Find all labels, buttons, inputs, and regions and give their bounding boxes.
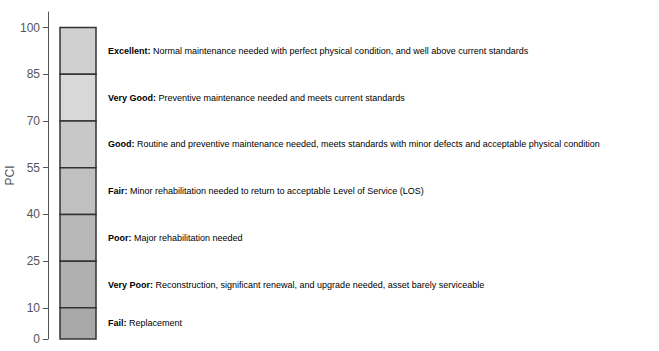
svg-text:Major rehabilitation needed: Major rehabilitation needed <box>131 233 242 243</box>
svg-text:Reconstruction, significant re: Reconstruction, significant renewal, and… <box>153 280 484 290</box>
svg-text:Good:: Good: <box>108 139 135 149</box>
svg-text:Very Poor:: Very Poor: <box>108 280 153 290</box>
svg-text:Excellent:: Excellent: <box>108 46 151 56</box>
svg-text:Replacement: Replacement <box>127 318 183 328</box>
svg-text:10: 10 <box>27 301 41 315</box>
svg-text:0: 0 <box>33 332 40 346</box>
svg-text:55: 55 <box>27 161 41 175</box>
svg-text:Preventive maintenance needed: Preventive maintenance needed and meets … <box>156 93 405 103</box>
svg-text:Normal maintenance needed with: Normal maintenance needed with perfect p… <box>151 46 529 56</box>
svg-text:Poor:: Poor: <box>108 233 132 243</box>
svg-text:85: 85 <box>27 67 41 81</box>
svg-text:25: 25 <box>27 254 41 268</box>
svg-text:70: 70 <box>27 114 41 128</box>
svg-text:Fail:: Fail: <box>108 318 127 328</box>
svg-text:40: 40 <box>27 207 41 221</box>
svg-text:Minor rehabilitation needed to: Minor rehabilitation needed to return to… <box>128 186 424 196</box>
svg-text:Routine and preventive mainten: Routine and preventive maintenance neede… <box>134 139 599 149</box>
svg-text:Very Good:: Very Good: <box>108 93 156 103</box>
svg-text:100: 100 <box>20 21 40 35</box>
svg-text:Fair:: Fair: <box>108 186 128 196</box>
svg-text:PCI: PCI <box>3 165 17 185</box>
